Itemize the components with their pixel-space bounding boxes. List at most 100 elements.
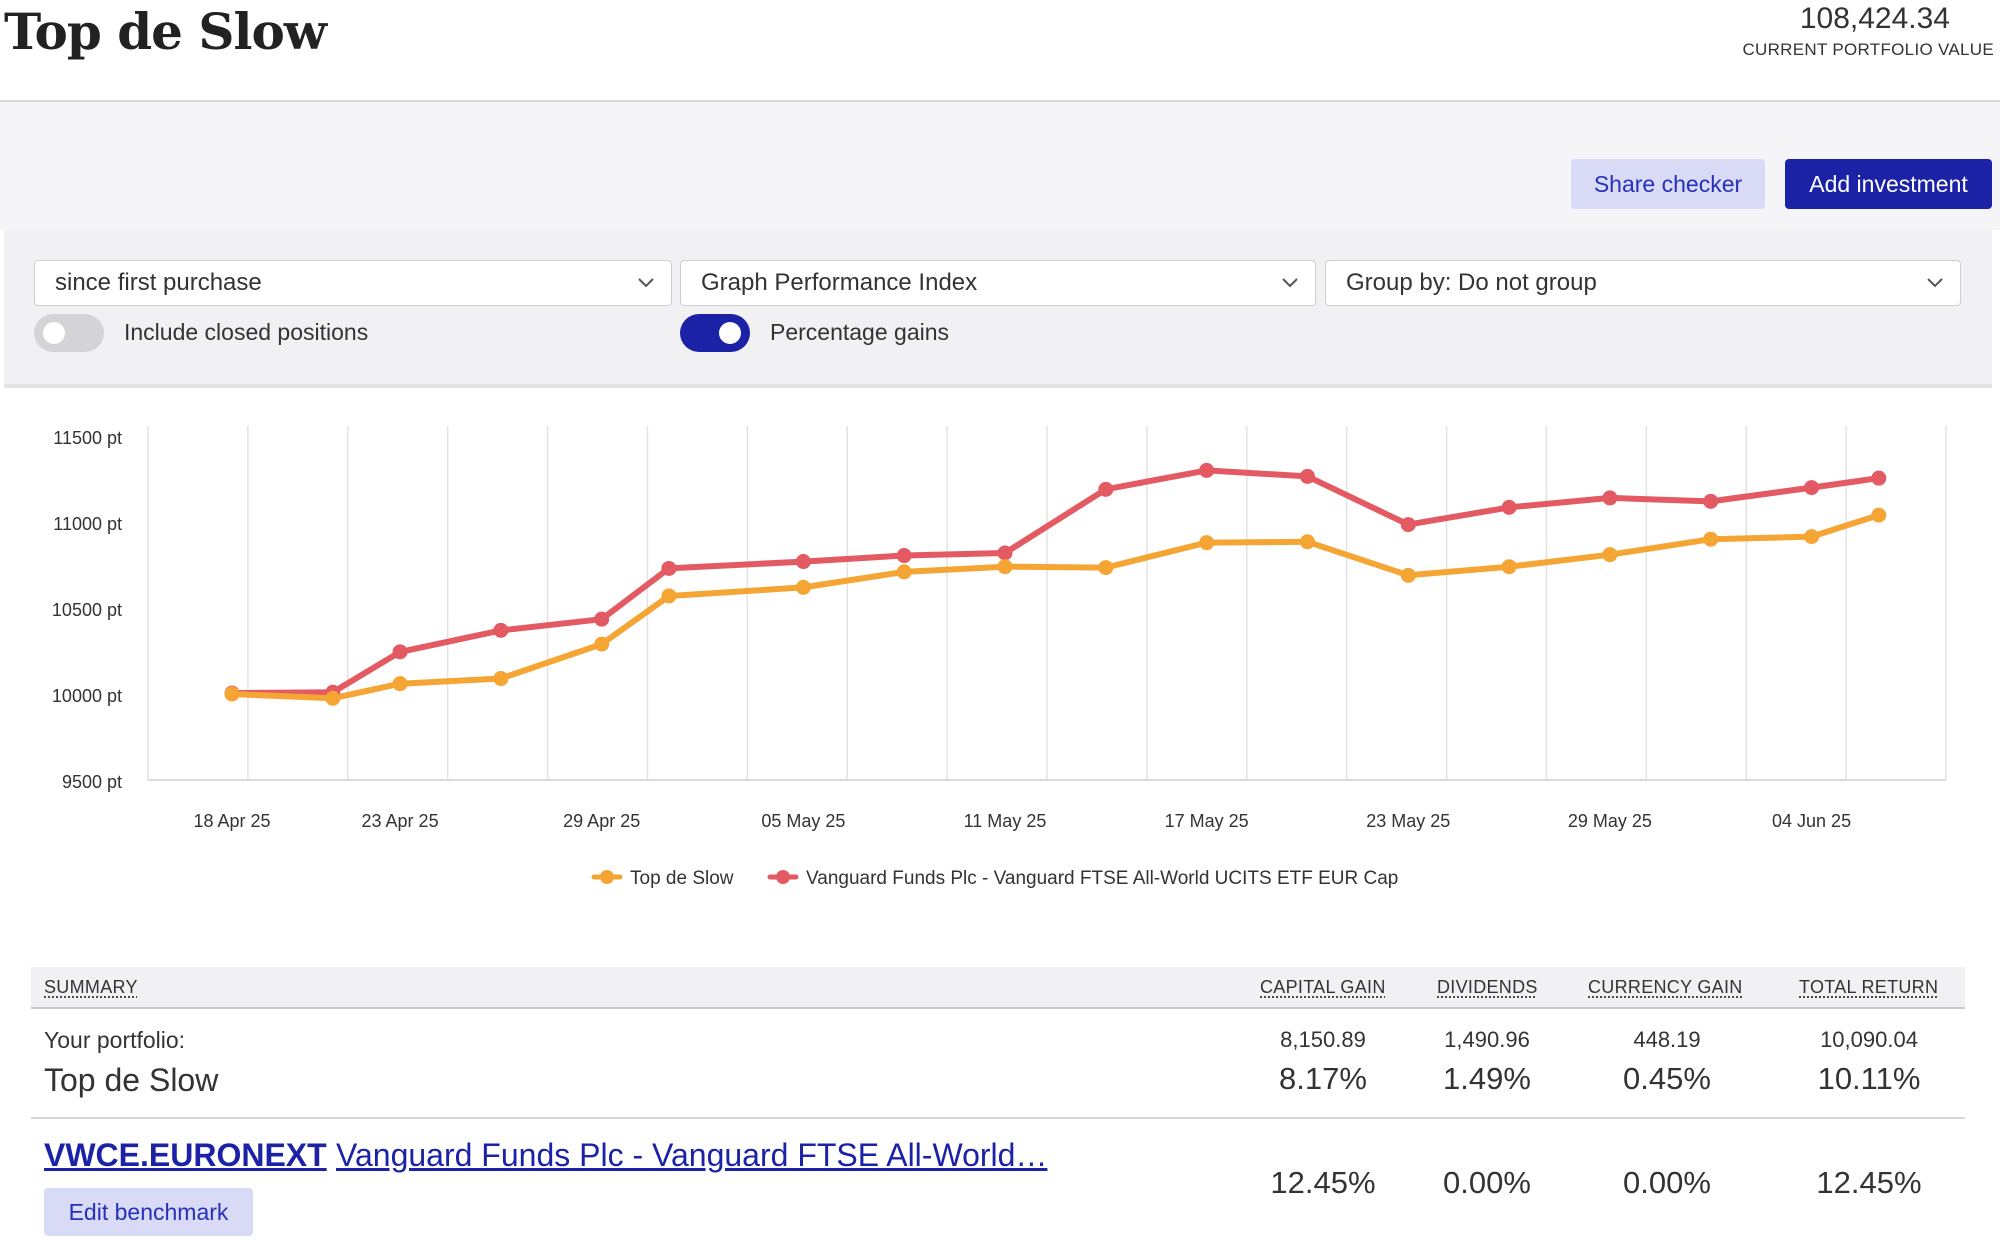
y-tick-label: 9500 pt (62, 772, 122, 792)
data-point[interactable] (1501, 499, 1517, 515)
capital-gain-percent: 8.17% (1279, 1061, 1367, 1096)
data-point[interactable] (1703, 493, 1719, 509)
column-currency-gain: CURRENCY GAIN (1588, 977, 1743, 997)
series-line-portfolio (229, 512, 1882, 702)
data-point[interactable] (1400, 517, 1416, 533)
benchmark-ticker-link[interactable]: VWCE.EURONEXT (44, 1137, 327, 1173)
portfolio-row-label: Your portfolio: (44, 1027, 186, 1053)
toggle-knob (719, 322, 741, 344)
y-tick-label: 10500 pt (52, 600, 122, 620)
toggle-knob (43, 322, 65, 344)
portfolio-value-label: CURRENT PORTFOLIO VALUE (1742, 40, 1994, 59)
share-checker-button[interactable]: Share checker (1571, 159, 1765, 209)
legend-label[interactable]: Top de Slow (630, 868, 734, 889)
data-point[interactable] (493, 671, 509, 687)
data-point[interactable] (1098, 481, 1114, 497)
dividends-amount: 1,490.96 (1444, 1027, 1530, 1052)
x-tick-label: 29 May 25 (1568, 811, 1652, 831)
chevron-down-icon (1927, 278, 1943, 288)
capital-gain-amount: 8,150.89 (1280, 1027, 1366, 1052)
currency-gain-percent: 0.45% (1623, 1061, 1711, 1096)
currency-gain-amount: 448.19 (1633, 1027, 1701, 1052)
series-line-benchmark (229, 467, 1882, 697)
graph-type-select[interactable]: Graph Performance Index (680, 260, 1316, 306)
edit-benchmark-button[interactable]: Edit benchmark (44, 1188, 253, 1236)
benchmark-dividends-percent: 0.00% (1443, 1165, 1531, 1200)
data-point[interactable] (1602, 547, 1618, 563)
total-return-amount: 10,090.04 (1820, 1027, 1918, 1052)
period-select[interactable]: since first purchase (34, 260, 672, 306)
benchmark-capital-gain-percent: 12.45% (1270, 1165, 1376, 1200)
x-tick-label: 23 Apr 25 (362, 811, 439, 831)
data-point[interactable] (325, 690, 341, 706)
x-tick-label: 18 Apr 25 (193, 811, 270, 831)
data-point[interactable] (493, 622, 509, 638)
data-point[interactable] (997, 545, 1013, 561)
total-return-percent: 10.11% (1817, 1061, 1921, 1096)
data-point[interactable] (1400, 567, 1416, 583)
row-divider (31, 1117, 1965, 1119)
data-point[interactable] (997, 559, 1013, 575)
portfolio-value: 108,424.34 (1799, 2, 1950, 35)
y-tick-label: 11000 pt (53, 514, 122, 534)
x-tick-label: 05 May 25 (761, 811, 845, 831)
data-point[interactable] (1703, 531, 1719, 547)
x-tick-label: 11 May 25 (964, 811, 1047, 831)
group-by-select[interactable]: Group by: Do not group (1325, 260, 1961, 306)
data-point[interactable] (1871, 507, 1887, 523)
data-point[interactable] (1804, 480, 1820, 496)
column-dividends: DIVIDENDS (1437, 977, 1538, 997)
benchmark-currency-gain-percent: 0.00% (1623, 1165, 1711, 1200)
data-point[interactable] (1199, 462, 1215, 478)
data-point[interactable] (795, 554, 811, 570)
data-point[interactable] (224, 686, 240, 702)
data-point[interactable] (896, 564, 912, 580)
percentage-gains-label: Percentage gains (770, 319, 950, 345)
benchmark-total-return-percent: 12.45% (1816, 1165, 1922, 1200)
data-point[interactable] (1199, 535, 1215, 551)
data-point[interactable] (896, 548, 912, 564)
percentage-gains-toggle[interactable] (680, 314, 750, 352)
summary-header (31, 967, 1965, 1009)
chevron-down-icon (1282, 278, 1298, 288)
data-point[interactable] (1299, 468, 1315, 484)
panel-divider (4, 384, 1992, 388)
period-select-value: since first purchase (55, 269, 262, 296)
data-point[interactable] (1804, 529, 1820, 545)
column-capital-gain: CAPITAL GAIN (1260, 977, 1386, 997)
data-point[interactable] (661, 560, 677, 576)
data-point[interactable] (594, 611, 610, 627)
data-point[interactable] (1602, 490, 1618, 506)
legend-marker (600, 870, 614, 884)
portfolio-row-name: Top de Slow (44, 1062, 219, 1098)
x-tick-label: 23 May 25 (1366, 811, 1450, 831)
data-point[interactable] (1098, 560, 1114, 576)
chevron-down-icon (638, 278, 654, 288)
data-point[interactable] (392, 644, 408, 660)
include-closed-toggle[interactable] (34, 314, 104, 352)
x-tick-label: 29 Apr 25 (563, 811, 640, 831)
dividends-percent: 1.49% (1443, 1061, 1531, 1096)
benchmark-name-link[interactable]: Vanguard Funds Plc - Vanguard FTSE All-W… (336, 1137, 1048, 1173)
x-tick-label: 17 May 25 (1165, 811, 1249, 831)
data-point[interactable] (795, 579, 811, 595)
page-title: Top de Slow (4, 2, 327, 61)
group-by-select-value: Group by: Do not group (1346, 269, 1597, 296)
graph-type-select-value: Graph Performance Index (701, 269, 978, 296)
x-tick-label: 04 Jun 25 (1772, 811, 1851, 831)
legend-marker (776, 870, 790, 884)
filter-panel (4, 230, 1992, 384)
data-point[interactable] (1871, 470, 1887, 486)
column-total-return: TOTAL RETURN (1799, 977, 1939, 997)
summary-heading: SUMMARY (44, 977, 138, 997)
include-closed-label: Include closed positions (124, 319, 369, 345)
data-point[interactable] (392, 676, 408, 692)
data-point[interactable] (594, 636, 610, 652)
data-point[interactable] (1501, 559, 1517, 575)
y-tick-label: 11500 pt (53, 428, 122, 448)
data-point[interactable] (661, 588, 677, 604)
add-investment-button[interactable]: Add investment (1785, 159, 1992, 209)
data-point[interactable] (1299, 534, 1315, 550)
legend-label[interactable]: Vanguard Funds Plc - Vanguard FTSE All-W… (806, 868, 1398, 889)
